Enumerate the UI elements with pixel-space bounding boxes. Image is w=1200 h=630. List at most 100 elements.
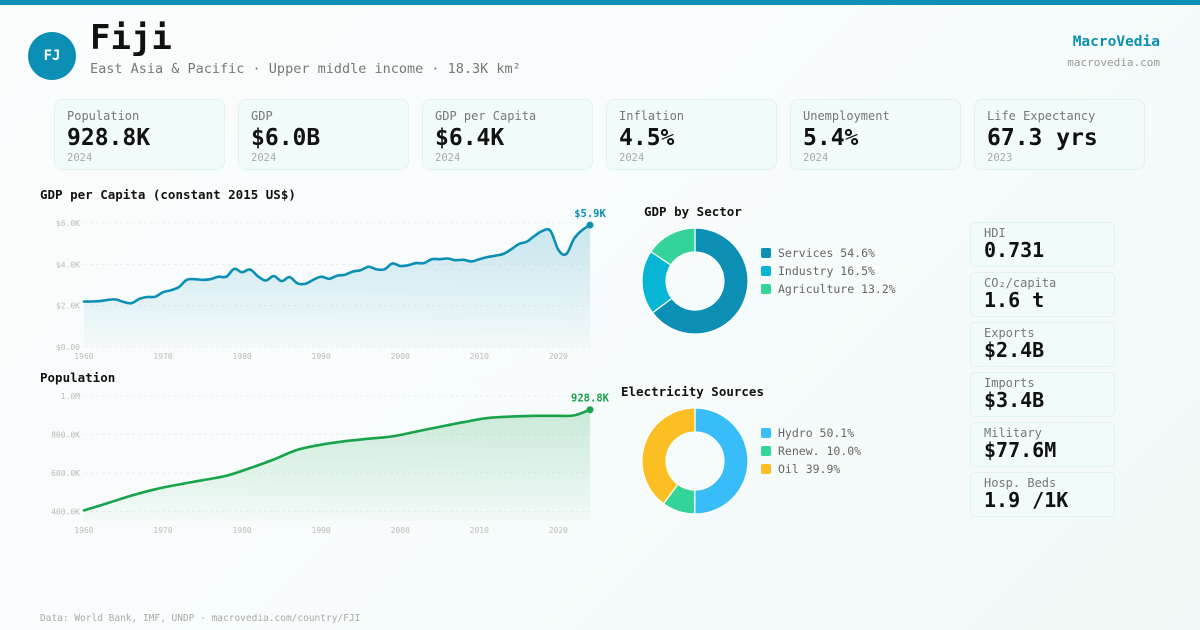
kpi-card-life-expectancy: Life Expectancy 67.3 yrs 2023 <box>974 99 1145 170</box>
legend-swatch <box>761 464 771 474</box>
stat-card-hospital-beds: Hosp. Beds 1.9 /1K <box>970 472 1115 517</box>
pop-end-marker <box>586 406 594 414</box>
gdp-y-tick-label: $6.0K <box>56 219 80 228</box>
gdp-x-tick-label: 2010 <box>470 352 489 361</box>
kpi-label: GDP per Capita <box>435 109 537 123</box>
stat-card-hdi: HDI 0.731 <box>970 222 1115 267</box>
legend-swatch <box>761 266 771 276</box>
legend-swatch <box>761 446 771 456</box>
legend-label: Renew. 10.0% <box>778 444 862 458</box>
kpi-value: 928.8K <box>67 125 151 151</box>
kpi-year: 2024 <box>435 152 461 164</box>
stat-card-exports: Exports $2.4B <box>970 322 1115 367</box>
sector-chart-title: GDP by Sector <box>644 204 742 219</box>
electricity-sources-donut <box>641 407 749 515</box>
sector-slice-services <box>651 227 749 335</box>
kpi-year: 2023 <box>987 152 1013 164</box>
gdp-x-tick-label: 1980 <box>232 352 251 361</box>
kpi-label: Population <box>67 109 140 123</box>
stat-label: CO₂/capita <box>984 276 1057 290</box>
pop-x-tick-label: 2020 <box>549 526 568 535</box>
gdp-end-marker <box>586 221 594 229</box>
electricity-legend: Hydro 50.1% Renew. 10.0% Oil 39.9% <box>761 424 861 478</box>
pop-x-tick-label: 1970 <box>153 526 172 535</box>
pop-x-tick-label: 1990 <box>312 526 331 535</box>
kpi-card-unemployment: Unemployment 5.4% 2024 <box>790 99 961 170</box>
stat-label: Imports <box>984 376 1035 390</box>
gdp-y-tick-label: $0.00 <box>56 343 80 352</box>
population-chart-title: Population <box>40 370 116 385</box>
stat-value: $77.6M <box>984 438 1057 462</box>
kpi-label: Inflation <box>619 109 685 123</box>
legend-label: Oil 39.9% <box>778 462 841 476</box>
gdp-by-sector-donut <box>641 227 749 335</box>
legend-item-agriculture: Agriculture 13.2% <box>761 280 896 298</box>
side-stats: HDI 0.731 CO₂/capita 1.6 t Exports $2.4B… <box>970 222 1115 522</box>
pop-end-label: 928.8K <box>571 393 610 405</box>
gdp-chart-title: GDP per Capita (constant 2015 US$) <box>40 187 296 202</box>
sector-slice-agriculture <box>650 227 696 266</box>
page-subtitle: East Asia & Pacific · Upper middle incom… <box>90 61 521 77</box>
stat-value: 1.6 t <box>984 288 1045 312</box>
country-avatar: FJ <box>28 32 76 80</box>
pop-area <box>84 409 590 521</box>
pop-y-tick-label: 400.0K <box>51 507 80 516</box>
stat-label: Military <box>984 426 1042 440</box>
kpi-label: Unemployment <box>803 109 890 123</box>
kpi-year: 2024 <box>619 152 645 164</box>
pop-y-tick-label: 600.0K <box>51 469 80 478</box>
kpi-value: 5.4% <box>803 125 859 151</box>
electricity-chart-title: Electricity Sources <box>621 384 764 399</box>
gdp-x-tick-label: 2000 <box>391 352 410 361</box>
kpi-year: 2024 <box>67 152 93 164</box>
pop-y-tick-label: 800.0K <box>51 430 80 439</box>
kpi-card-inflation: Inflation 4.5% 2024 <box>606 99 777 170</box>
kpi-card-gdp: GDP $6.0B 2024 <box>238 99 409 170</box>
kpi-label: Life Expectancy <box>987 109 1096 123</box>
gdp-plot: $0.00 $2.0K $4.0K $6.0K 1960 1970 1980 1990 2000… <box>56 208 607 361</box>
legend-label: Services 54.6% <box>778 246 875 260</box>
legend-item-services: Services 54.6% <box>761 244 896 262</box>
legend-label: Hydro 50.1% <box>778 426 855 440</box>
gdp-area <box>84 225 590 347</box>
legend-item-renewables: Renew. 10.0% <box>761 442 861 460</box>
country-code: FJ <box>43 48 61 64</box>
electricity-slice-hydro <box>694 407 749 515</box>
kpi-value: 4.5% <box>619 125 675 151</box>
legend-swatch <box>761 284 771 294</box>
sector-legend: Services 54.6% Industry 16.5% Agricultur… <box>761 244 896 298</box>
brand-logo[interactable]: MacroVedia <box>1072 34 1160 50</box>
gdp-x-tick-label: 1960 <box>74 352 93 361</box>
kpi-row: Population 928.8K 2024 GDP $6.0B 2024 GD… <box>54 99 1145 170</box>
stat-value: 1.9 /1K <box>984 488 1069 512</box>
legend-label: Industry 16.5% <box>778 264 875 278</box>
kpi-value: $6.4K <box>435 125 505 151</box>
stat-card-imports: Imports $3.4B <box>970 372 1115 417</box>
kpi-year: 2024 <box>251 152 277 164</box>
stat-value: $3.4B <box>984 388 1045 412</box>
brand-url[interactable]: macrovedia.com <box>1067 56 1160 69</box>
gdp-x-tick-label: 1990 <box>312 352 331 361</box>
gdp-y-tick-label: $4.0K <box>56 260 80 269</box>
kpi-label: GDP <box>251 109 273 123</box>
stat-label: HDI <box>984 226 1006 240</box>
accent-top-bar <box>0 0 1200 5</box>
kpi-value: 67.3 yrs <box>987 125 1098 151</box>
pop-y-tick-label: 1.0M <box>61 392 80 401</box>
kpi-value: $6.0B <box>251 125 321 151</box>
stat-label: Exports <box>984 326 1035 340</box>
gdp-x-tick-label: 1970 <box>153 352 172 361</box>
gdp-x-tick-label: 2020 <box>549 352 568 361</box>
kpi-year: 2024 <box>803 152 829 164</box>
stat-label: Hosp. Beds <box>984 476 1057 490</box>
legend-swatch <box>761 248 771 258</box>
kpi-card-gdp-per-capita: GDP per Capita $6.4K 2024 <box>422 99 593 170</box>
legend-item-hydro: Hydro 50.1% <box>761 424 861 442</box>
pop-x-tick-label: 2000 <box>391 526 410 535</box>
page-title: Fiji <box>90 18 172 58</box>
footer-source: Data: World Bank, IMF, UNDP · macrovedia… <box>40 613 361 624</box>
pop-plot: 400.0K 600.0K 800.0K 1.0M 1960 1970 1980 1990 20… <box>51 392 610 535</box>
stat-value: $2.4B <box>984 338 1045 362</box>
legend-item-oil: Oil 39.9% <box>761 460 861 478</box>
